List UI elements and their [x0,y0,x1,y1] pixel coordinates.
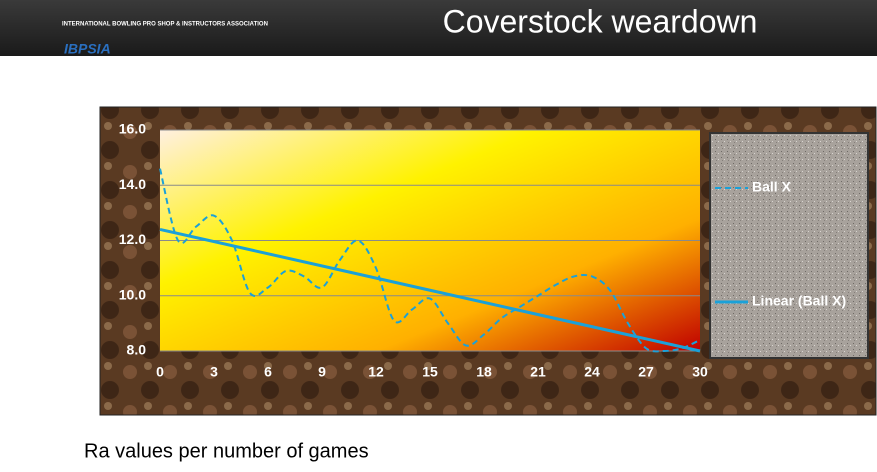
legend-label: Linear (Ball X) [752,293,846,309]
x-tick-label: 6 [264,364,272,380]
series-line [159,227,701,353]
x-tick-label: 27 [638,364,654,380]
legend-box [709,132,869,359]
y-tick-label: 16.0 [119,121,146,137]
slide-title: Coverstock weardown [443,3,758,39]
caption: Ra values per number of games [84,440,369,462]
x-tick-label: 30 [692,364,708,380]
x-tick-label: 0 [156,364,164,380]
x-tick-label: 9 [318,364,326,380]
x-tick-label: 18 [476,364,492,380]
header-bar [0,0,877,56]
y-tick-label: 12.0 [119,231,146,247]
logo-name: IBPSIA [64,41,111,57]
x-tick-label: 24 [584,364,600,380]
x-tick-label: 21 [530,364,546,380]
y-tick-label: 14.0 [119,176,146,192]
legend-label: Ball X [752,179,792,195]
x-tick-label: 3 [210,364,218,380]
y-tick-label: 10.0 [119,286,146,302]
y-tick-label: 8.0 [127,342,147,358]
logo-text: INTERNATIONAL BOWLING PRO SHOP & INSTRUC… [62,22,268,28]
x-tick-label: 15 [422,364,438,380]
x-tick-label: 12 [368,364,384,380]
series-line [159,168,701,353]
